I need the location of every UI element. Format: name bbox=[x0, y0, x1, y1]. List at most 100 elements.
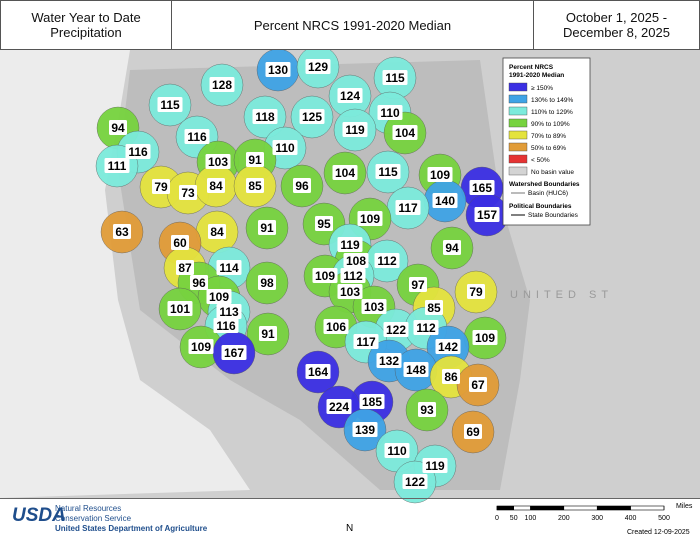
basin-label: 79 bbox=[469, 285, 483, 299]
basin-label-box bbox=[272, 140, 298, 155]
basin-label: 91 bbox=[261, 327, 275, 341]
basin-label: 118 bbox=[255, 110, 275, 124]
basin-label: 116 bbox=[216, 319, 236, 333]
basin-label-box bbox=[427, 167, 453, 182]
legend-swatch bbox=[508, 130, 528, 140]
header-subtitle: Percent NRCS 1991-2020 Median bbox=[171, 0, 534, 50]
basin-label-box bbox=[125, 144, 151, 159]
basin-label: 103 bbox=[364, 300, 384, 314]
basin-label-box bbox=[383, 322, 409, 337]
basin-label-box bbox=[190, 275, 208, 290]
basin-label: 96 bbox=[295, 179, 309, 193]
basin-label: 87 bbox=[178, 261, 192, 275]
basin-label: 117 bbox=[356, 335, 376, 349]
basin-label-box bbox=[377, 105, 403, 120]
basin-label: 108 bbox=[346, 254, 366, 268]
basin-label-box bbox=[443, 240, 461, 255]
basin-label: 63 bbox=[115, 225, 129, 239]
scale-label: 100 bbox=[525, 515, 537, 522]
basin-label-box bbox=[337, 237, 363, 252]
header-title: Water Year to Date Precipitation bbox=[0, 0, 172, 50]
legend-label: 90% to 109% bbox=[531, 121, 570, 128]
basin-label-box bbox=[409, 277, 427, 292]
basin-label: 110 bbox=[380, 106, 400, 120]
basin-label: 116 bbox=[187, 130, 207, 144]
basin-label-box bbox=[312, 268, 338, 283]
basin-label: 111 bbox=[108, 159, 127, 173]
basin-label: 98 bbox=[260, 276, 274, 290]
basin-label-box bbox=[374, 253, 400, 268]
basin-label-box bbox=[252, 109, 278, 124]
basin-label-box bbox=[413, 320, 439, 335]
basin-label: 119 bbox=[340, 238, 360, 252]
basin-label-box bbox=[305, 364, 331, 379]
basin-label-box bbox=[258, 220, 276, 235]
basin-label: 122 bbox=[386, 323, 406, 337]
scale-segment bbox=[597, 506, 631, 510]
basin-label-box bbox=[326, 399, 352, 414]
scale-segment bbox=[497, 506, 514, 510]
basin-label-box bbox=[113, 224, 131, 239]
basin-label: 114 bbox=[219, 261, 239, 275]
legend-label: 130% to 149% bbox=[531, 97, 574, 104]
header-dates: October 1, 2025 - December 8, 2025 bbox=[533, 0, 700, 50]
basin-label-box bbox=[207, 178, 225, 193]
basin-label: 167 bbox=[224, 346, 244, 360]
legend-label: No basin value bbox=[531, 169, 574, 176]
basin-label: 112 bbox=[416, 321, 436, 335]
created-date: Created 12-09-2025 bbox=[627, 529, 690, 536]
legend-section: Political Boundaries bbox=[509, 203, 572, 210]
basin-label-box bbox=[435, 339, 461, 354]
department: United States Department of Agriculture bbox=[55, 524, 208, 533]
basin-label: 85 bbox=[248, 179, 262, 193]
basin-label: 139 bbox=[355, 423, 375, 437]
basin-label-box bbox=[258, 275, 276, 290]
basin-label-box bbox=[246, 152, 264, 167]
basin-label-box bbox=[432, 193, 458, 208]
basin-label-box bbox=[472, 330, 498, 345]
basin-label: 106 bbox=[326, 320, 346, 334]
basin-label-box bbox=[353, 334, 379, 349]
basin-label-box bbox=[221, 345, 247, 360]
basin-label: 109 bbox=[191, 340, 211, 354]
basin-label: 119 bbox=[425, 459, 445, 473]
footer: USDA Natural Resources Conservation Serv… bbox=[0, 498, 700, 540]
basin-label: 104 bbox=[335, 166, 355, 180]
legend-swatch bbox=[508, 166, 528, 176]
basin-label-box bbox=[337, 284, 363, 299]
basin-label: 110 bbox=[275, 141, 295, 155]
scale-label: 50 bbox=[510, 515, 518, 522]
basin-label-box bbox=[216, 260, 242, 275]
basin-label: 129 bbox=[308, 60, 328, 74]
basin-label-box bbox=[343, 253, 369, 268]
basin-label-box bbox=[425, 300, 443, 315]
basin-label: 112 bbox=[343, 269, 363, 283]
basin-label: 124 bbox=[340, 89, 360, 103]
basin-label: 69 bbox=[466, 425, 480, 439]
basin-label: 84 bbox=[209, 179, 223, 193]
basin-label: 93 bbox=[420, 403, 434, 417]
basin-label: 109 bbox=[315, 269, 335, 283]
scale-unit: Miles bbox=[676, 503, 693, 510]
basin-label-box bbox=[342, 122, 368, 137]
basin-label-box bbox=[375, 164, 401, 179]
basin-label-box bbox=[403, 362, 429, 377]
legend-label: ≥ 150% bbox=[531, 85, 553, 92]
basin-label: 60 bbox=[173, 236, 187, 250]
basin-label-box bbox=[464, 424, 482, 439]
basin-label-box bbox=[315, 216, 333, 231]
basin-label: 94 bbox=[445, 241, 459, 255]
basin-label-box bbox=[418, 402, 436, 417]
basin-label: 113 bbox=[219, 305, 239, 319]
basin-label-box bbox=[305, 59, 331, 74]
basin-label: 119 bbox=[345, 123, 365, 137]
basin-label: 185 bbox=[362, 395, 382, 409]
legend-section: Watershed Boundaries bbox=[509, 181, 580, 188]
legend-label: 70% to 89% bbox=[531, 133, 566, 140]
basin-label: 103 bbox=[208, 155, 228, 169]
basin-label: 84 bbox=[210, 225, 224, 239]
date-start: October 1, 2025 - bbox=[565, 10, 668, 25]
legend-label: < 50% bbox=[531, 157, 550, 164]
